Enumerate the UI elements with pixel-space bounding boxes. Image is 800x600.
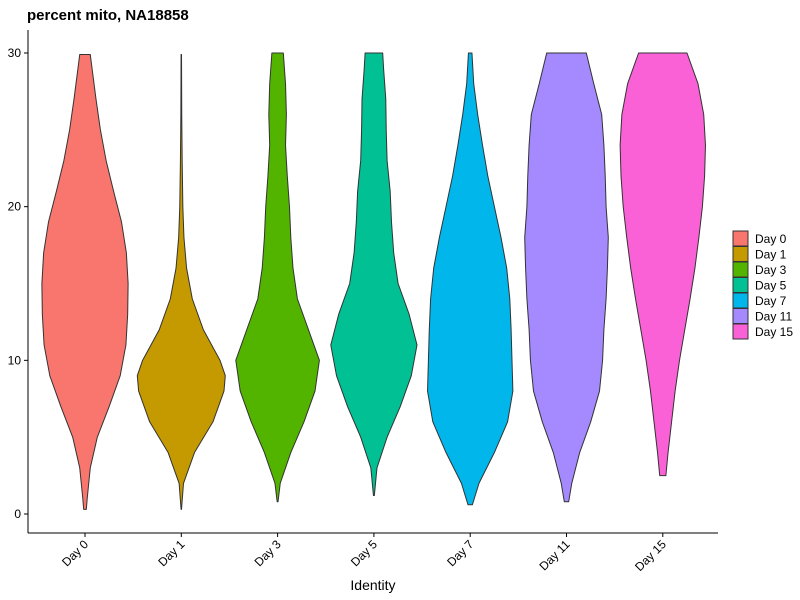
violin-day-5 (330, 52, 418, 497)
legend-label: Day 1 (755, 248, 787, 262)
violin-day-3 (235, 52, 320, 503)
violin-day-7 (427, 52, 514, 506)
x-tick-label: Day 3 (252, 537, 284, 569)
violin-day-15 (619, 52, 706, 477)
violin-group (41, 52, 706, 510)
y-axis-ticks: 0 10 20 30 (8, 46, 28, 521)
legend-label: Day 15 (755, 325, 793, 339)
x-tick-label: Day 11 (536, 537, 572, 573)
violin-day-0 (41, 54, 129, 510)
legend-label: Day 3 (755, 263, 787, 277)
x-axis-ticks: Day 0 Day 1 Day 3 Day 5 Day 7 Day 11 Day 15 (59, 533, 669, 574)
violin-day-11 (524, 52, 609, 503)
y-tick-label: 10 (8, 353, 22, 367)
legend-swatch (732, 323, 749, 340)
legend-label: Day 0 (755, 232, 787, 246)
x-axis-label: Identity (350, 577, 395, 593)
x-tick-label: Day 0 (59, 537, 91, 569)
legend-label: Day 7 (755, 294, 787, 308)
legend-swatch (732, 261, 749, 278)
y-tick-label: 0 (14, 507, 21, 521)
y-tick-label: 20 (8, 200, 22, 214)
legend-label: Day 11 (755, 310, 792, 324)
x-tick-label: Day 15 (632, 537, 669, 574)
x-tick-label: Day 5 (348, 537, 380, 569)
legend-swatch (732, 246, 749, 262)
violin-day-1 (136, 54, 226, 510)
legend-swatch (732, 308, 749, 324)
x-tick-label: Day 1 (155, 537, 187, 569)
legend-swatch (732, 277, 749, 293)
legend-label: Day 5 (755, 279, 787, 293)
x-tick-label: Day 7 (444, 537, 476, 569)
y-tick-label: 30 (8, 46, 22, 60)
legend-swatch (732, 230, 749, 247)
legend-swatch (732, 292, 749, 309)
chart-title: percent mito, NA18858 (27, 7, 189, 24)
